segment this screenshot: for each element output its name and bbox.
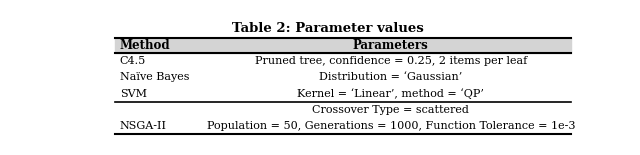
Text: Method: Method	[120, 39, 170, 52]
Text: C4.5: C4.5	[120, 56, 146, 66]
Text: Parameters: Parameters	[353, 39, 429, 52]
Text: Crossover Type = scattered: Crossover Type = scattered	[312, 105, 469, 115]
Text: NSGA-II: NSGA-II	[120, 121, 166, 131]
Text: Table 2: Parameter values: Table 2: Parameter values	[232, 22, 424, 35]
Text: Population = 50, Generations = 1000, Function Tolerance = 1e-3: Population = 50, Generations = 1000, Fun…	[207, 121, 575, 131]
Text: Pruned tree, confidence = 0.25, 2 items per leaf: Pruned tree, confidence = 0.25, 2 items …	[255, 56, 527, 66]
Text: SVM: SVM	[120, 89, 147, 99]
Text: Naïve Bayes: Naïve Bayes	[120, 72, 189, 82]
Text: Distribution = ‘Gaussian’: Distribution = ‘Gaussian’	[319, 72, 463, 82]
Text: Kernel = ‘Linear’, method = ‘QP’: Kernel = ‘Linear’, method = ‘QP’	[298, 88, 484, 99]
